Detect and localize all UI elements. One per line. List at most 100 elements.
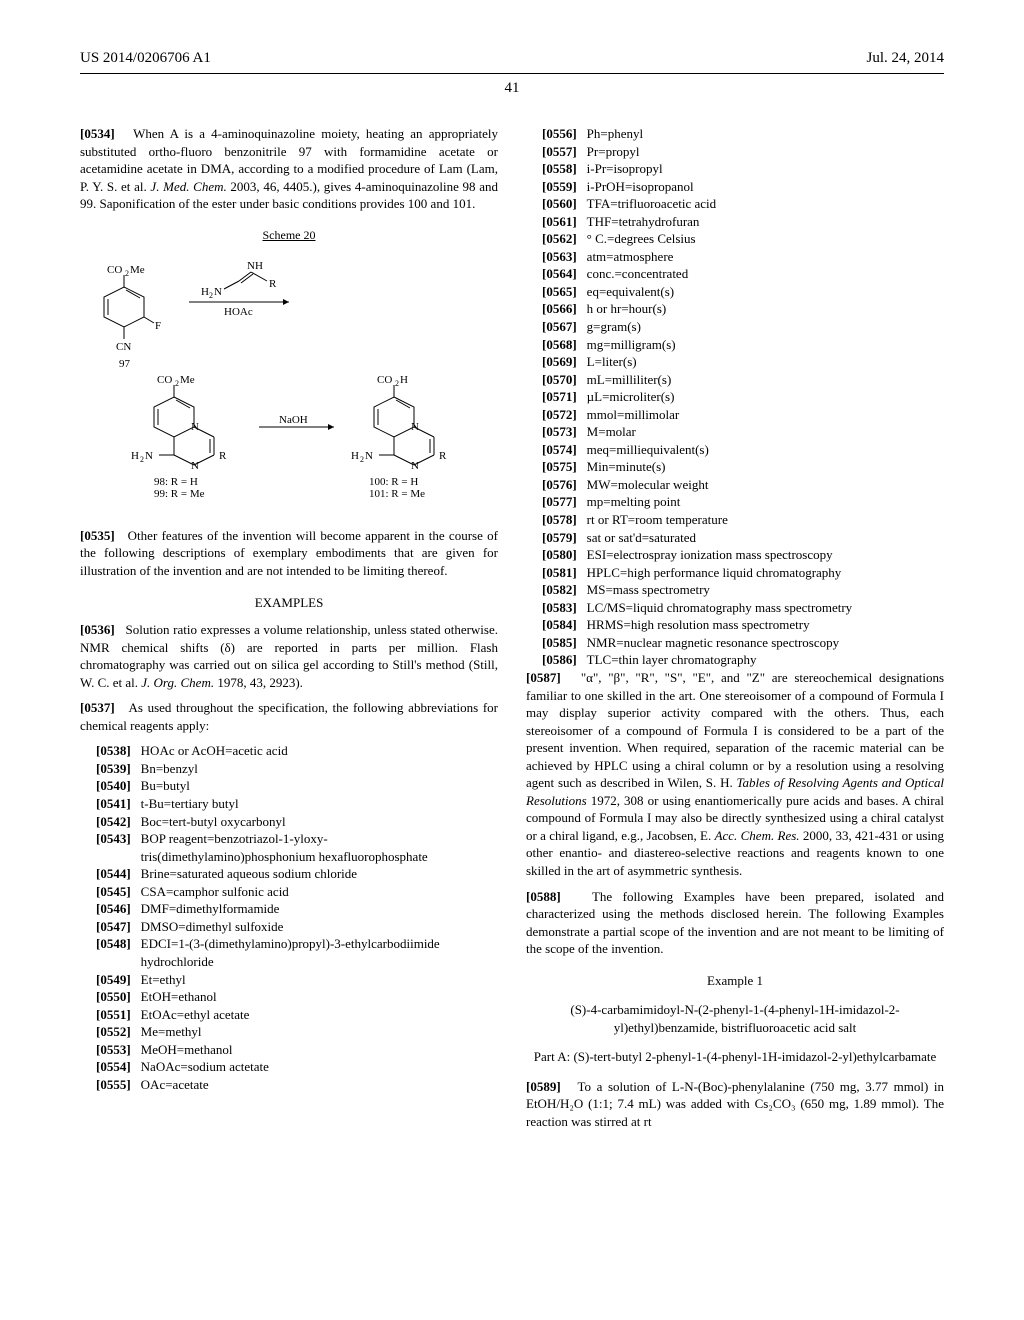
abbrev-row: [0563]atm=atmosphere	[542, 248, 944, 266]
abbrev-text: sat or sat'd=saturated	[587, 529, 696, 547]
abbrev-row: [0584]HRMS=high resolution mass spectrom…	[542, 616, 944, 634]
svg-text:98: R = H: 98: R = H	[154, 476, 198, 488]
abbrev-row: [0568]mg=milligram(s)	[542, 336, 944, 354]
abbrev-text: BOP reagent=benzotriazol-1-yloxy-tris(di…	[141, 830, 498, 865]
abbrev-row: [0546]DMF=dimethylformamide	[96, 900, 498, 918]
para-ref: [0566]	[542, 300, 577, 318]
para-ref: [0534]	[80, 126, 115, 141]
publication-number: US 2014/0206706 A1	[80, 50, 211, 67]
abbrev-text: Me=methyl	[141, 1023, 202, 1041]
para-ref: [0551]	[96, 1006, 131, 1024]
abbrev-row: [0550]EtOH=ethanol	[96, 988, 498, 1006]
abbrev-text: LC/MS=liquid chromatography mass spectro…	[587, 599, 852, 617]
para-ref: [0585]	[542, 634, 577, 652]
para-ref: [0544]	[96, 865, 131, 883]
svg-text:H: H	[400, 374, 408, 386]
para-ref: [0553]	[96, 1041, 131, 1059]
para-ref: [0584]	[542, 616, 577, 634]
para-ref: [0588]	[526, 889, 561, 904]
abbrev-text: NMR=nuclear magnetic resonance spectrosc…	[587, 634, 839, 652]
abbrev-text: TLC=thin layer chromatography	[587, 651, 757, 669]
svg-text:2: 2	[209, 291, 213, 300]
abbrev-row: [0573]M=molar	[542, 423, 944, 441]
para-ref: [0540]	[96, 777, 131, 795]
para-ref: [0587]	[526, 670, 561, 685]
abbrev-text: t-Bu=tertiary butyl	[141, 795, 239, 813]
abbrev-row: [0556]Ph=phenyl	[542, 125, 944, 143]
svg-text:N: N	[411, 421, 419, 433]
abbrev-text: ° C.=degrees Celsius	[587, 230, 696, 248]
paragraph-0535: [0535] Other features of the invention w…	[80, 527, 498, 580]
abbrev-row: [0551]EtOAc=ethyl acetate	[96, 1006, 498, 1024]
abbrev-text: µL=microliter(s)	[587, 388, 675, 406]
svg-text:F: F	[155, 320, 161, 332]
header-rule	[80, 73, 944, 74]
abbrev-row: [0559]i-PrOH=isopropanol	[542, 178, 944, 196]
para-ref: [0539]	[96, 760, 131, 778]
para-ref: [0572]	[542, 406, 577, 424]
abbrev-row: [0544]Brine=saturated aqueous sodium chl…	[96, 865, 498, 883]
svg-text:99: R = Me: 99: R = Me	[154, 488, 205, 500]
abbrev-text: Et=ethyl	[141, 971, 186, 989]
svg-text:2: 2	[175, 379, 179, 388]
para-ref: [0536]	[80, 622, 115, 637]
para-ref: [0538]	[96, 742, 131, 760]
patent-page: US 2014/0206706 A1 Jul. 24, 2014 41 [053…	[0, 0, 1024, 1199]
para-ref: [0542]	[96, 813, 131, 831]
svg-text:N: N	[411, 460, 419, 472]
abbrev-row: [0569]L=liter(s)	[542, 353, 944, 371]
svg-text:N: N	[365, 450, 373, 462]
para-ref: [0577]	[542, 493, 577, 511]
abbrev-text: Boc=tert-butyl oxycarbonyl	[141, 813, 286, 831]
abbrev-row: [0555]OAc=acetate	[96, 1076, 498, 1094]
abbrev-text: HOAc or AcOH=acetic acid	[141, 742, 288, 760]
reaction-arrow-1: NH H2N R HOAc	[189, 260, 289, 318]
abbrev-row: [0564]conc.=concentrated	[542, 265, 944, 283]
publication-date: Jul. 24, 2014	[866, 50, 944, 67]
abbrev-row: [0582] MS=mass spectrometry	[542, 581, 944, 599]
para-ref: [0554]	[96, 1058, 131, 1076]
abbrev-row: [0539]Bn=benzyl	[96, 760, 498, 778]
example-1-heading: Example 1	[526, 972, 944, 990]
svg-text:97: 97	[119, 358, 131, 370]
paragraph-0536: [0536] Solution ratio expresses a volume…	[80, 621, 498, 691]
abbrev-text: conc.=concentrated	[587, 265, 689, 283]
left-column: [0534] When A is a 4-aminoquinazoline mo…	[80, 125, 498, 1139]
abbrev-text: ESI=electrospray ionization mass spectro…	[587, 546, 833, 564]
svg-text:2: 2	[125, 269, 129, 278]
para-ref: [0589]	[526, 1079, 561, 1094]
para-ref: [0546]	[96, 900, 131, 918]
product-100-101: CO2H N N H2N R 100: R = H 101: R = Me	[351, 374, 447, 500]
abbrev-row: [0586]TLC=thin layer chromatography	[542, 651, 944, 669]
abbrev-text: MS=mass spectrometry	[587, 581, 710, 599]
svg-text:N: N	[214, 286, 222, 298]
svg-text:CN: CN	[116, 341, 131, 353]
abbrev-text: rt or RT=room temperature	[587, 511, 728, 529]
para-ref: [0549]	[96, 971, 131, 989]
para-ref: [0559]	[542, 178, 577, 196]
paragraph-0587: [0587] "α", "β", "R", "S", "E", and "Z" …	[526, 669, 944, 880]
svg-text:H: H	[131, 450, 139, 462]
abbrev-text: mL=milliliter(s)	[587, 371, 672, 389]
abbrev-row: [0541]t-Bu=tertiary butyl	[96, 795, 498, 813]
abbrev-row: [0580]ESI=electrospray ionization mass s…	[542, 546, 944, 564]
para-ref: [0555]	[96, 1076, 131, 1094]
para-ref: [0581]	[542, 564, 577, 582]
abbrev-row: [0575]Min=minute(s)	[542, 458, 944, 476]
svg-text:Me: Me	[180, 374, 195, 386]
abbrev-row: [0566]h or hr=hour(s)	[542, 300, 944, 318]
svg-text:2: 2	[140, 455, 144, 464]
abbrev-row: [0576]MW=molecular weight	[542, 476, 944, 494]
abbrev-row: [0561]THF=tetrahydrofuran	[542, 213, 944, 231]
page-number: 41	[80, 80, 944, 97]
abbrev-row: [0543]BOP reagent=benzotriazol-1-yloxy-t…	[96, 830, 498, 865]
para-ref: [0582]	[542, 581, 577, 599]
svg-text:101: R = Me: 101: R = Me	[369, 488, 425, 500]
paragraph-0589: [0589] To a solution of L-N-(Boc)-phenyl…	[526, 1078, 944, 1131]
abbrev-list-left: [0538] HOAc or AcOH=acetic acid[0539]Bn=b…	[80, 742, 498, 1093]
scheme-title: Scheme 20	[80, 227, 498, 243]
para-ref: [0552]	[96, 1023, 131, 1041]
para-ref: [0558]	[542, 160, 577, 178]
para-text: The following Examples have been prepare…	[526, 889, 944, 957]
svg-text:N: N	[191, 460, 199, 472]
